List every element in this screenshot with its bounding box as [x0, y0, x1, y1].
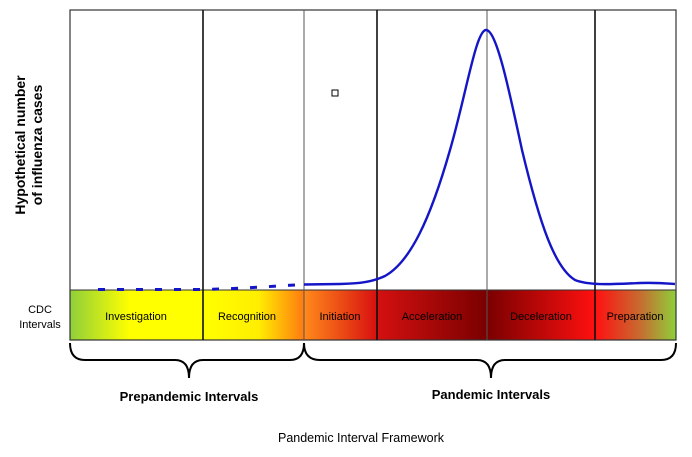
pandemic-label: Pandemic Intervals	[432, 387, 551, 402]
interval-bar-investigation	[70, 290, 203, 340]
caption: Pandemic Interval Framework	[278, 431, 445, 445]
dashed-baseline-curve	[98, 283, 305, 291]
epidemic-curve	[303, 28, 676, 286]
interval-label-investigation: Investigation	[105, 311, 167, 323]
interval-label-preparation: Preparation	[607, 311, 664, 323]
interval-bar-initiation	[304, 290, 377, 340]
interval-label-deceleration: Deceleration	[510, 311, 572, 323]
interval-label-recognition: Recognition	[218, 311, 276, 323]
interval-label-initiation: Initiation	[320, 311, 361, 323]
interval-bar-recognition	[203, 290, 304, 340]
interval-bar-acceleration	[377, 290, 487, 340]
interval-bar-preparation	[595, 290, 676, 340]
small-square-marker	[331, 89, 339, 97]
pandemic-brace	[303, 342, 677, 379]
diagram-frame	[69, 9, 677, 341]
interval-label-acceleration: Acceleration	[402, 311, 463, 323]
y-axis-label-line2: of influenza cases	[29, 84, 45, 205]
prepandemic-brace	[69, 342, 305, 379]
cdc-label-line1: CDC	[28, 304, 52, 316]
prepandemic-label: Prepandemic Intervals	[120, 389, 259, 404]
y-axis-label-line1: Hypothetical number	[12, 75, 28, 215]
cdc-label-line2: Intervals	[19, 319, 61, 331]
interval-bar	[70, 290, 676, 340]
interval-bar-deceleration	[487, 290, 595, 340]
